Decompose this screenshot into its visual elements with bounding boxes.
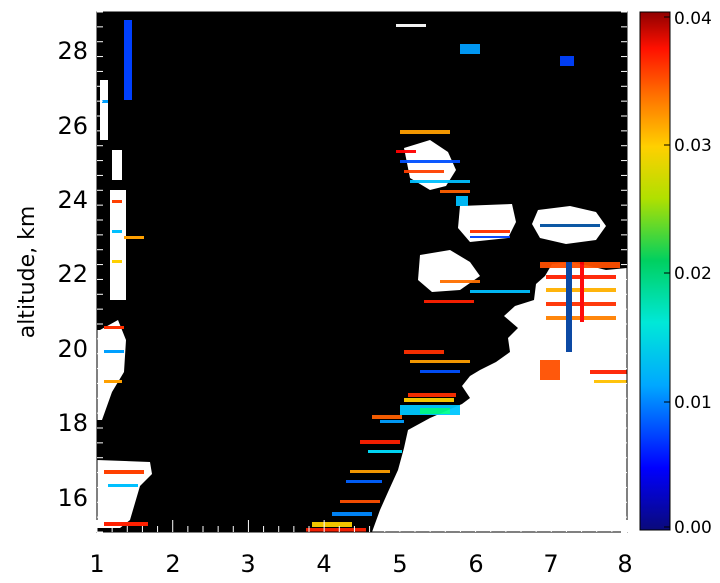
colorbar-tick-label: 0.02: [674, 264, 712, 284]
axis-ticks: [96, 11, 628, 533]
y-tick-label: 28: [57, 37, 88, 65]
y-axis: 16 18 20 22 24 26 28 altitude, km: [15, 37, 88, 512]
x-axis: 1 2 3 4 5 6 7 8: [89, 550, 632, 578]
x-tick-label: 1: [89, 550, 104, 578]
y-tick-label: 20: [57, 335, 88, 363]
saturated-region-edge: [404, 140, 456, 190]
heatmap-features: [97, 20, 627, 532]
x-tick-label: 4: [316, 550, 331, 578]
x-tick-label: 5: [392, 550, 407, 578]
colorbar-tick-label: 0.01: [674, 393, 712, 413]
saturated-region-main: [372, 262, 627, 532]
x-tick-label: 2: [165, 550, 180, 578]
x-tick-label: 8: [617, 550, 632, 578]
y-tick-label: 24: [57, 186, 88, 214]
colorbar: 0.04 0.03 0.02 0.01 0.00: [639, 9, 712, 538]
y-tick-label: 22: [57, 260, 88, 288]
y-tick-label: 26: [57, 112, 88, 140]
x-tick-label: 7: [543, 550, 558, 578]
colorbar-gradient: [639, 11, 671, 531]
colorbar-tick-label: 0.04: [674, 9, 712, 29]
edge-streaks: [306, 24, 627, 532]
colorbar-tick-label: 0.00: [674, 518, 712, 538]
y-axis-label: altitude, km: [15, 206, 40, 339]
left-edge-streaks: [97, 20, 152, 528]
y-tick-label: 18: [57, 409, 88, 437]
colorbar-tick-label: 0.03: [674, 136, 712, 156]
x-tick-label: 3: [240, 550, 255, 578]
colorbar-ticks: [664, 16, 670, 528]
y-tick-label: 16: [57, 484, 88, 512]
x-tick-label: 6: [468, 550, 483, 578]
plot-frame: [96, 11, 628, 533]
